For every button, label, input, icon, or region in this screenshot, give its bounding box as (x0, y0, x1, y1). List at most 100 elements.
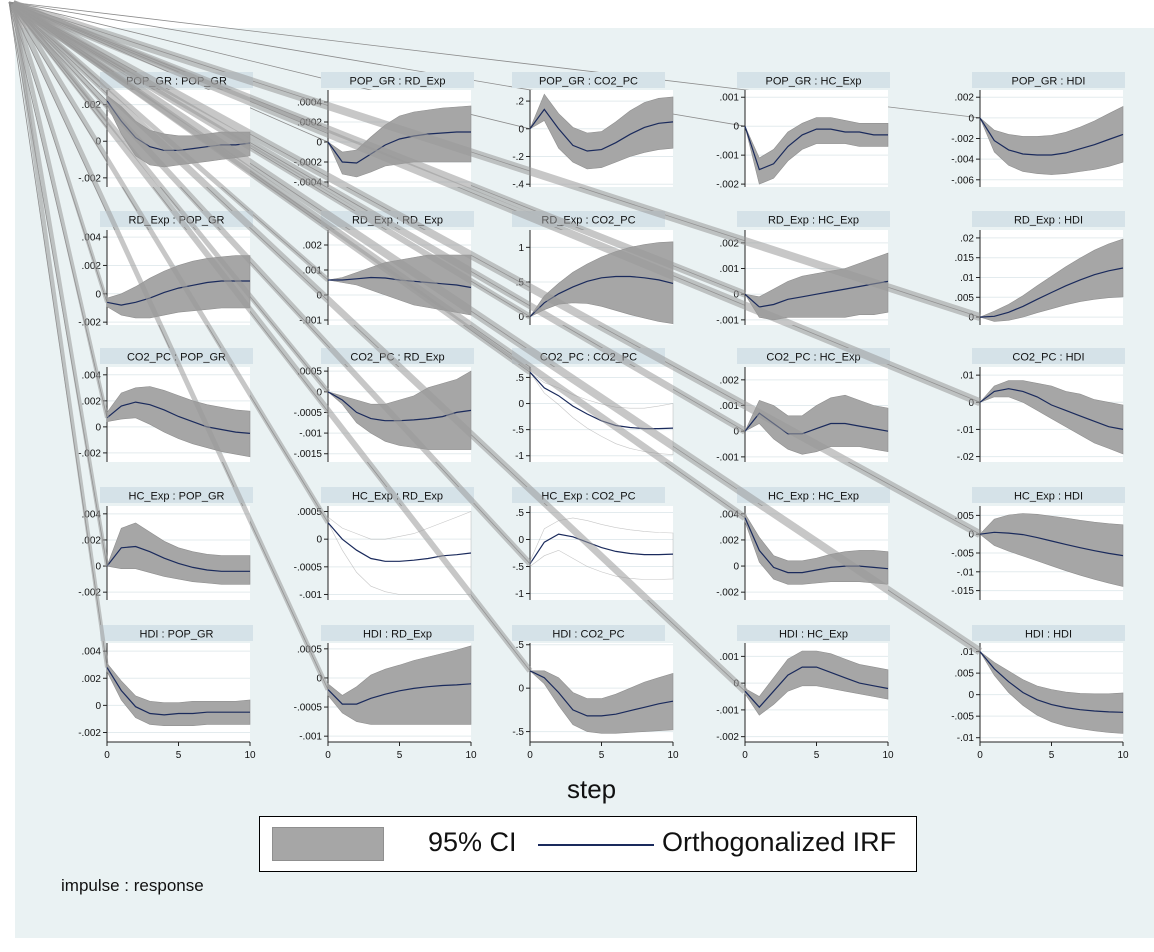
fan-band (11, 0, 982, 321)
fan-band (10, 2, 331, 691)
y-tick-label: .005 (955, 669, 975, 680)
x-axis-title: step (567, 774, 617, 804)
panel-title-bar (512, 487, 665, 503)
x-tick-label: 0 (325, 750, 331, 761)
irf-panel: POP_GR : HDI .002 0 -.002 -.004 -.006 (951, 72, 1125, 187)
fan-band (11, 0, 982, 406)
note-text: impulse : response (61, 876, 204, 895)
panel-title: CO2_PC : HDI (1012, 352, 1084, 364)
fan-band (11, 0, 982, 538)
irf-line (979, 117, 1124, 156)
y-tick-label: -.001 (716, 315, 739, 326)
y-tick-label: -.0005 (294, 703, 323, 714)
y-tick-label: 0 (518, 312, 524, 323)
y-tick-label: .002 (955, 93, 975, 104)
legend-ci-label: 95% CI (428, 827, 517, 857)
y-tick-label: 0 (95, 422, 101, 433)
y-tick-label: -.01 (957, 567, 975, 578)
panel-title: HC_Exp : HDI (1014, 491, 1083, 503)
irf-panel: CO2_PC : CO2_PC.50-.5-1 (512, 348, 674, 462)
panel-title-bar (737, 211, 890, 227)
panel-title-bar (321, 72, 474, 88)
x-tick-label: 0 (742, 750, 748, 761)
y-tick-label: .002 (82, 396, 102, 407)
x-tick-label: 5 (599, 750, 605, 761)
y-tick-label: .01 (960, 371, 974, 382)
ci-band (979, 380, 1124, 455)
irf-line (327, 683, 472, 705)
y-tick-label: .004 (82, 370, 102, 381)
panel-title-bar (321, 625, 474, 641)
irf-panel: CO2_PC : HDI .01 0 -.01 -.02 (957, 348, 1125, 463)
ci-band (744, 252, 889, 321)
legend-irf-line (538, 844, 654, 846)
y-tick-label: .2 (516, 97, 525, 108)
fan-band (11, 3, 109, 668)
panel-title-bar (321, 487, 474, 503)
irf-line (327, 522, 472, 562)
irf-line (979, 531, 1124, 557)
irf-line (327, 131, 471, 164)
y-tick-label: 0 (733, 290, 739, 301)
panel-title: RD_Exp : HC_Exp (768, 215, 859, 227)
panel-title: HDI : RD_Exp (363, 629, 432, 641)
y-tick-label: -.5 (512, 425, 524, 436)
irf-line (744, 280, 889, 308)
ci-band-outline (529, 371, 674, 456)
ci-band (327, 370, 472, 450)
y-tick-label: .001 (303, 266, 323, 277)
irf-line (744, 666, 889, 709)
y-tick-label: .001 (720, 401, 740, 412)
panel-title: CO2_PC : HC_Exp (766, 352, 860, 364)
y-tick-label: -.01 (957, 733, 975, 744)
panel-title: POP_GR : HC_Exp (766, 76, 862, 88)
y-tick-label: .01 (960, 273, 974, 284)
x-tick-label: 10 (1117, 750, 1129, 761)
panel-title-bar (972, 72, 1125, 88)
fan-band (11, 3, 109, 567)
ci-band (529, 93, 674, 170)
panel-title: POP_GR : HDI (1012, 76, 1086, 88)
x-tick-label: 5 (1049, 750, 1055, 761)
irf-panel: HC_Exp : HC_Exp .004 .002 0 -.002 (716, 487, 890, 600)
y-tick-label: .002 (720, 375, 740, 386)
panel-title: HDI : HDI (1025, 629, 1072, 641)
y-tick-label: -.0015 (294, 449, 323, 460)
y-tick-label: -.002 (78, 728, 101, 739)
panel-title-bar (737, 487, 890, 503)
irf-panel: RD_Exp : HC_Exp .002 .001 0 -.001 (716, 211, 890, 326)
y-tick-label: .5 (516, 373, 525, 384)
y-tick-label: -.001 (299, 732, 322, 743)
y-tick-label: -.01 (957, 425, 975, 436)
panel-title-bar (512, 625, 665, 641)
y-tick-label: -.002 (78, 588, 101, 599)
fan-band (10, 1, 748, 694)
y-tick-label: -.002 (951, 134, 974, 145)
y-tick-label: 0 (733, 562, 739, 573)
y-tick-label: .002 (82, 261, 102, 272)
y-tick-label: 0 (518, 399, 524, 410)
y-tick-label: .004 (82, 647, 102, 658)
y-tick-label: -.5 (512, 562, 524, 573)
irf-line (529, 108, 674, 152)
y-tick-label: -1 (515, 589, 524, 600)
irf-line (529, 533, 674, 565)
x-tick-label: 5 (176, 750, 182, 761)
y-tick-label: 1 (518, 243, 524, 254)
irf-panel: POP_GR : RD_Exp.0004.00020-.0002-.0004 (294, 72, 474, 189)
y-tick-label: 0 (316, 535, 322, 546)
y-tick-label: -.001 (299, 316, 322, 327)
y-tick-label: -.4 (512, 180, 524, 191)
y-tick-label: .002 (720, 535, 740, 546)
irf-line (979, 267, 1124, 318)
panel-title: HDI : CO2_PC (552, 629, 624, 641)
panel-title-bar (972, 348, 1125, 364)
irf-panel: POP_GR : HC_Exp .001 0 -.001 -.002 (716, 72, 890, 191)
irf-line (529, 670, 674, 717)
irf-line (979, 388, 1124, 430)
x-tick-label: 5 (814, 750, 820, 761)
panel-title-bar (100, 625, 253, 641)
panel-title: POP_GR : CO2_PC (539, 76, 638, 88)
y-tick-label: 0 (316, 673, 322, 684)
